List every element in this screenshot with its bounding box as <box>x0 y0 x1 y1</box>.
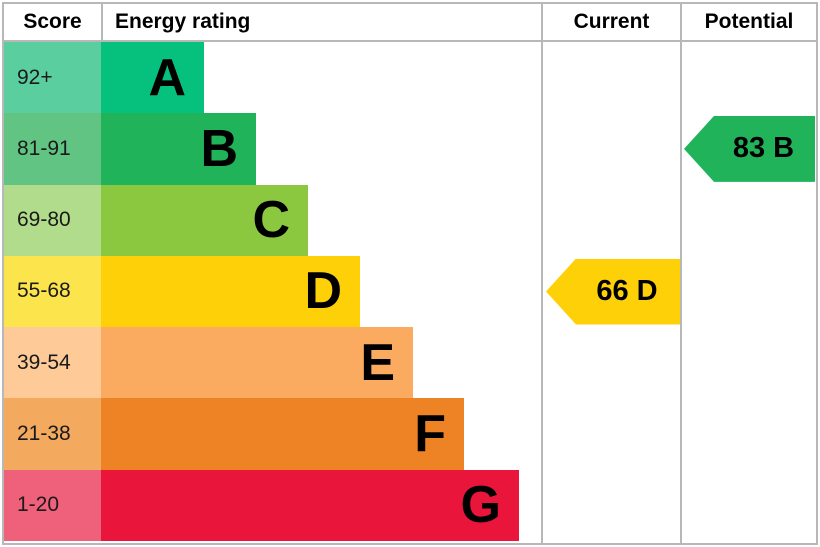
rating-bar: G <box>101 469 519 541</box>
rating-bar: D <box>101 255 360 328</box>
rating-bar: B <box>101 113 256 185</box>
rating-letter: G <box>460 476 501 535</box>
rating-letter: D <box>304 262 342 321</box>
current-rating-arrow: 66 D <box>546 258 680 325</box>
rating-bar: F <box>101 398 464 470</box>
rating-bands-container: 92+ A 81-91 B 69-80 C 55-68 D 39-54 E 21-38 F 1-20 G <box>4 42 816 541</box>
score-range-label: 55-68 <box>4 255 101 328</box>
header-divider-line <box>4 40 816 42</box>
band-row-b: 81-91 B <box>4 113 816 185</box>
score-range-label: 21-38 <box>4 398 101 470</box>
score-column-divider <box>101 4 103 40</box>
rating-bar: E <box>101 327 413 399</box>
rating-letter: C <box>252 191 290 250</box>
band-row-c: 69-80 C <box>4 184 816 256</box>
rating-letter: F <box>414 405 446 464</box>
header-potential: Potential <box>704 10 794 33</box>
header-energy-rating: Energy rating <box>115 10 251 33</box>
header-score: Score <box>23 10 82 33</box>
potential-rating-label: 83 B <box>732 132 795 165</box>
current-rating-label: 66 D <box>596 275 658 307</box>
rating-letter: A <box>148 48 186 107</box>
current-column-divider <box>541 4 543 543</box>
rating-bar: C <box>101 184 308 256</box>
band-row-d: 55-68 D <box>4 255 816 328</box>
rating-letter: B <box>200 119 238 178</box>
score-range-label: 92+ <box>4 42 101 114</box>
potential-rating-arrow: 83 B <box>684 115 815 182</box>
score-range-label: 1-20 <box>4 469 101 541</box>
band-row-g: 1-20 G <box>4 469 816 541</box>
rating-letter: E <box>360 333 395 392</box>
header-current: Current <box>573 10 650 33</box>
score-range-label: 81-91 <box>4 113 101 185</box>
band-row-f: 21-38 F <box>4 398 816 470</box>
band-row-a: 92+ A <box>4 42 816 114</box>
score-range-label: 39-54 <box>4 327 101 399</box>
band-row-e: 39-54 E <box>4 327 816 399</box>
score-range-label: 69-80 <box>4 184 101 256</box>
rating-bar: A <box>101 42 204 114</box>
potential-column-divider <box>680 4 682 543</box>
